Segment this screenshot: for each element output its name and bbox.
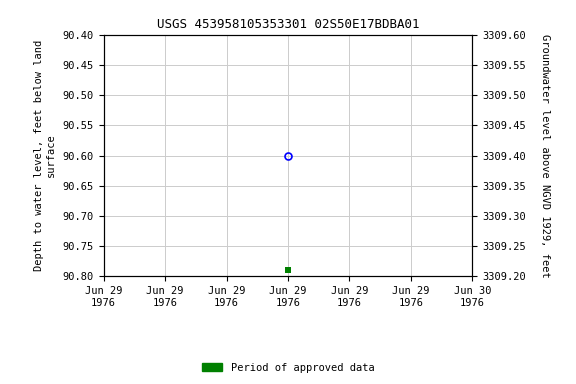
- Y-axis label: Depth to water level, feet below land
surface: Depth to water level, feet below land su…: [34, 40, 56, 271]
- Y-axis label: Groundwater level above NGVD 1929, feet: Groundwater level above NGVD 1929, feet: [540, 34, 550, 277]
- Title: USGS 453958105353301 02S50E17BDBA01: USGS 453958105353301 02S50E17BDBA01: [157, 18, 419, 31]
- Legend: Period of approved data: Period of approved data: [198, 359, 378, 377]
